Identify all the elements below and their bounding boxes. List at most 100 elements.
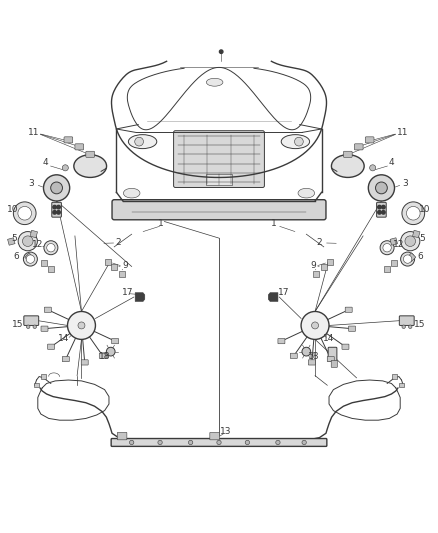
FancyBboxPatch shape (111, 439, 327, 446)
FancyBboxPatch shape (112, 338, 119, 344)
Circle shape (378, 211, 381, 214)
Circle shape (217, 440, 221, 445)
Circle shape (409, 325, 412, 328)
Circle shape (130, 440, 134, 445)
FancyBboxPatch shape (290, 353, 297, 359)
Circle shape (406, 206, 420, 220)
Circle shape (51, 182, 63, 194)
Circle shape (53, 205, 57, 209)
FancyBboxPatch shape (365, 137, 374, 143)
Ellipse shape (74, 155, 106, 177)
FancyBboxPatch shape (99, 353, 106, 359)
Bar (321, 264, 327, 270)
Circle shape (78, 322, 85, 329)
Bar (30, 230, 38, 238)
Circle shape (368, 175, 395, 201)
FancyBboxPatch shape (308, 360, 315, 365)
Circle shape (62, 165, 68, 171)
FancyBboxPatch shape (117, 432, 127, 440)
Text: 9: 9 (122, 261, 128, 270)
Bar (41, 374, 46, 379)
FancyBboxPatch shape (64, 137, 73, 143)
Text: 18: 18 (308, 352, 320, 361)
Circle shape (188, 440, 193, 445)
FancyBboxPatch shape (112, 200, 326, 220)
Circle shape (381, 211, 385, 214)
Circle shape (383, 244, 391, 252)
Text: 10: 10 (418, 205, 430, 214)
FancyBboxPatch shape (62, 357, 69, 362)
FancyBboxPatch shape (75, 144, 84, 150)
Circle shape (106, 348, 115, 356)
Circle shape (378, 205, 381, 209)
Circle shape (23, 252, 37, 266)
FancyBboxPatch shape (327, 357, 334, 362)
Circle shape (13, 202, 36, 224)
Circle shape (158, 440, 162, 445)
FancyBboxPatch shape (343, 151, 352, 157)
Polygon shape (268, 293, 278, 302)
Circle shape (26, 325, 30, 328)
Circle shape (401, 231, 420, 251)
Bar (34, 383, 39, 387)
FancyBboxPatch shape (331, 360, 337, 367)
Text: 18: 18 (99, 352, 110, 361)
Text: 12: 12 (393, 240, 405, 249)
Text: 4: 4 (42, 158, 48, 167)
FancyBboxPatch shape (41, 326, 48, 332)
Circle shape (43, 175, 70, 201)
Bar (391, 260, 397, 266)
Ellipse shape (124, 188, 140, 198)
Circle shape (33, 325, 36, 328)
FancyBboxPatch shape (278, 338, 285, 344)
Polygon shape (135, 293, 145, 302)
Text: 15: 15 (414, 320, 426, 329)
Circle shape (402, 325, 406, 328)
Ellipse shape (332, 155, 364, 177)
Circle shape (381, 205, 385, 209)
Bar (111, 264, 117, 270)
Bar (413, 230, 420, 238)
Text: 12: 12 (32, 240, 43, 249)
FancyBboxPatch shape (342, 344, 349, 349)
Text: 1: 1 (158, 219, 164, 228)
Circle shape (403, 255, 412, 263)
FancyBboxPatch shape (44, 307, 51, 312)
FancyBboxPatch shape (377, 203, 386, 217)
Text: 3: 3 (403, 179, 408, 188)
Bar (48, 265, 54, 272)
Text: 1: 1 (271, 219, 276, 228)
Bar (392, 374, 397, 379)
Circle shape (26, 255, 35, 263)
Text: 17: 17 (278, 288, 290, 297)
Ellipse shape (206, 78, 223, 86)
Bar (384, 265, 390, 272)
Bar (327, 259, 333, 265)
Bar (313, 271, 319, 277)
FancyBboxPatch shape (349, 326, 356, 332)
Text: 6: 6 (417, 253, 423, 261)
Bar (206, 174, 232, 185)
Bar (105, 259, 111, 265)
Circle shape (401, 252, 415, 266)
FancyBboxPatch shape (52, 203, 61, 217)
FancyBboxPatch shape (24, 316, 39, 326)
FancyBboxPatch shape (81, 360, 88, 365)
Text: 3: 3 (28, 179, 34, 188)
Text: 14: 14 (322, 334, 334, 343)
FancyBboxPatch shape (399, 316, 414, 326)
Circle shape (18, 206, 32, 220)
FancyBboxPatch shape (328, 348, 337, 361)
Text: 17: 17 (122, 288, 133, 297)
Circle shape (57, 205, 60, 209)
Ellipse shape (281, 135, 310, 149)
Circle shape (375, 182, 387, 194)
FancyBboxPatch shape (210, 432, 219, 440)
FancyBboxPatch shape (86, 151, 95, 157)
Text: 14: 14 (58, 334, 70, 343)
Bar (407, 253, 416, 262)
FancyBboxPatch shape (48, 344, 55, 349)
Text: 10: 10 (7, 205, 19, 214)
Text: 6: 6 (13, 253, 19, 261)
Text: 11: 11 (397, 127, 408, 136)
